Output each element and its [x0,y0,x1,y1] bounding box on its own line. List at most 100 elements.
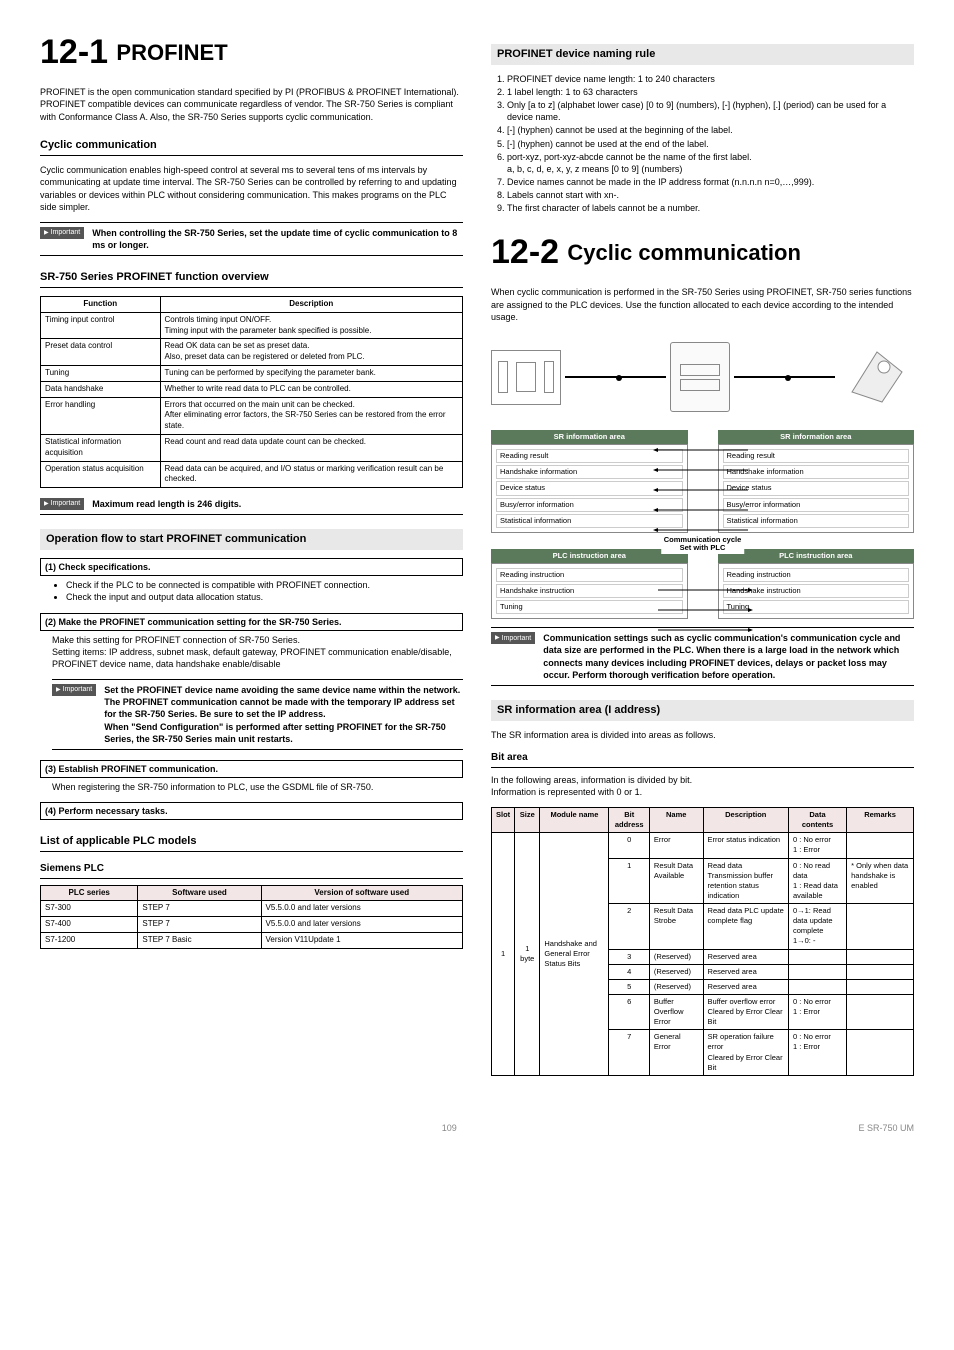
important-2: Important Maximum read length is 246 dig… [40,494,463,515]
table-cell: SR operation failure error Cleared by Er… [703,1030,788,1076]
area-item: Statistical information [723,514,910,528]
list-item: Only [a to z] (alphabet lower case) [0 t… [507,99,914,123]
step-3-body: When registering the SR-750 information … [40,778,463,796]
table-cell: Read data Transmission buffer retention … [703,858,788,904]
table-cell: 0 : No error 1 : Error [788,994,846,1029]
step-2-header: (2) Make the PROFINET communication sett… [40,613,463,631]
table-cell: 3 [609,949,649,964]
table-cell: Buffer overflow error Cleared by Error C… [703,994,788,1029]
area-item: Reading result [723,449,910,463]
table-cell [788,949,846,964]
table-cell: V5.5.0.0 and later versions [261,901,462,917]
table-cell: Tuning [41,366,161,382]
table-cell [847,949,914,964]
table-cell: Result Data Strobe [649,904,703,950]
chapter-1-num: 12-1 [40,33,108,71]
list-item: [-] (hyphen) cannot be used at the begin… [507,124,914,136]
plc-table: PLC series Software used Version of soft… [40,885,463,949]
table-cell: 2 [609,904,649,950]
important-tag-icon: Important [40,227,84,239]
table-cell [847,979,914,994]
important-step2: Important Set the PROFINET device name a… [52,679,463,750]
list-item: [-] (hyphen) cannot be used at the end o… [507,138,914,150]
table-cell [788,964,846,979]
table-cell: Controls timing input ON/OFF. Timing inp… [160,312,463,339]
table-cell [847,964,914,979]
table-cell: Whether to write read data to PLC can be… [160,381,463,397]
area-item: Handshake instruction [723,584,910,598]
funcov-h0: Function [41,297,161,313]
area-item: Tuning [723,600,910,614]
table-cell: Statistical information acquisition [41,434,161,461]
table-cell: * Only when data handshake is enabled [847,858,914,904]
plc-area-header-right: PLC instruction area [718,549,915,563]
table-cell: Handshake and General Error Status Bits [540,833,609,1076]
communication-diagram: Communication cycle Set with PLC SR info… [491,332,914,619]
table-cell: Read count and read data update count ca… [160,434,463,461]
list-item: Labels cannot start with xn-. [507,189,914,201]
hub-icon [670,342,730,412]
table-cell: 6 [609,994,649,1029]
bit-area-heading: Bit area [491,751,914,768]
table-cell [847,833,914,858]
opflow-heading: Operation flow to start PROFINET communi… [40,529,463,550]
step-2-p1: Make this setting for PROFINET connectio… [52,634,463,646]
bit-h3: Bit address [609,808,649,833]
area-item: Tuning [496,600,683,614]
step-3-header: (3) Establish PROFINET communication. [40,760,463,778]
area-item: Busy/error information [496,498,683,512]
important-2-text: Maximum read length is 246 digits. [92,498,241,510]
area-item: Handshake information [723,465,910,479]
table-cell: Read OK data can be set as preset data. … [160,339,463,366]
table-cell: STEP 7 [138,901,261,917]
sr-info-heading: SR information area (I address) [491,700,914,721]
table-cell: Error [649,833,703,858]
plc-area-header-left: PLC instruction area [491,549,688,563]
table-cell: 1 [492,833,515,1076]
scanner-icon [839,340,914,415]
chapter-2-num: 12-2 [491,233,559,271]
plc-h2: Version of software used [261,885,462,901]
table-cell: 1 byte [515,833,540,1076]
bit-area-table: Slot Size Module name Bit address Name D… [491,807,914,1076]
area-item: Handshake instruction [496,584,683,598]
area-item: Device status [496,481,683,495]
table-cell [847,904,914,950]
important-3-text: Communication settings such as cyclic co… [543,632,914,681]
important-tag-icon: Important [491,632,535,644]
table-cell: Read data can be acquired, and I/O statu… [160,461,463,488]
area-item: Handshake information [496,465,683,479]
sr-area-header-right: SR information area [718,430,915,444]
cyclic-comm-paragraph: Cyclic communication enables high-speed … [40,164,463,214]
table-cell: 0→1: Read data update complete 1→0: - [788,904,846,950]
table-cell: Error handling [41,397,161,434]
table-cell: 7 [609,1030,649,1076]
table-cell [847,1030,914,1076]
table-cell: S7-400 [41,917,138,933]
important-tag-icon: Important [52,684,96,696]
page-footer: 109 E SR-750 UM [40,1122,914,1134]
chapter-2-text: Cyclic communication [567,240,801,265]
chapter-1-text: PROFINET [116,40,227,65]
list-item: port-xyz, port-xyz-abcde cannot be the n… [507,151,914,175]
naming-rule-heading: PROFINET device naming rule [491,44,914,65]
area-item: Device status [723,481,910,495]
table-cell: Tuning can be performed by specifying th… [160,366,463,382]
diagram-mid-label: Communication cycle Set with PLC [661,535,745,554]
cyclic-comm-heading: Cyclic communication [40,138,463,156]
function-overview-table: Function Description Timing input contro… [40,296,463,488]
bit-h2: Module name [540,808,609,833]
step-4-header: (4) Perform necessary tasks. [40,802,463,820]
chapter-2-title: 12-2 Cyclic communication [491,230,914,276]
intro-paragraph: PROFINET is the open communication stand… [40,86,463,124]
plc-h1: Software used [138,885,261,901]
area-item: Busy/error information [723,498,910,512]
table-cell: 0 [609,833,649,858]
naming-rules-list: PROFINET device name length: 1 to 240 ch… [491,73,914,215]
sr-area-header-left: SR information area [491,430,688,444]
area-item: Reading result [496,449,683,463]
table-cell: 0 : No error 1 : Error [788,833,846,858]
ch2-paragraph: When cyclic communication is performed i… [491,286,914,324]
table-cell: Read data PLC update complete flag [703,904,788,950]
network-wire-icon [734,376,835,378]
